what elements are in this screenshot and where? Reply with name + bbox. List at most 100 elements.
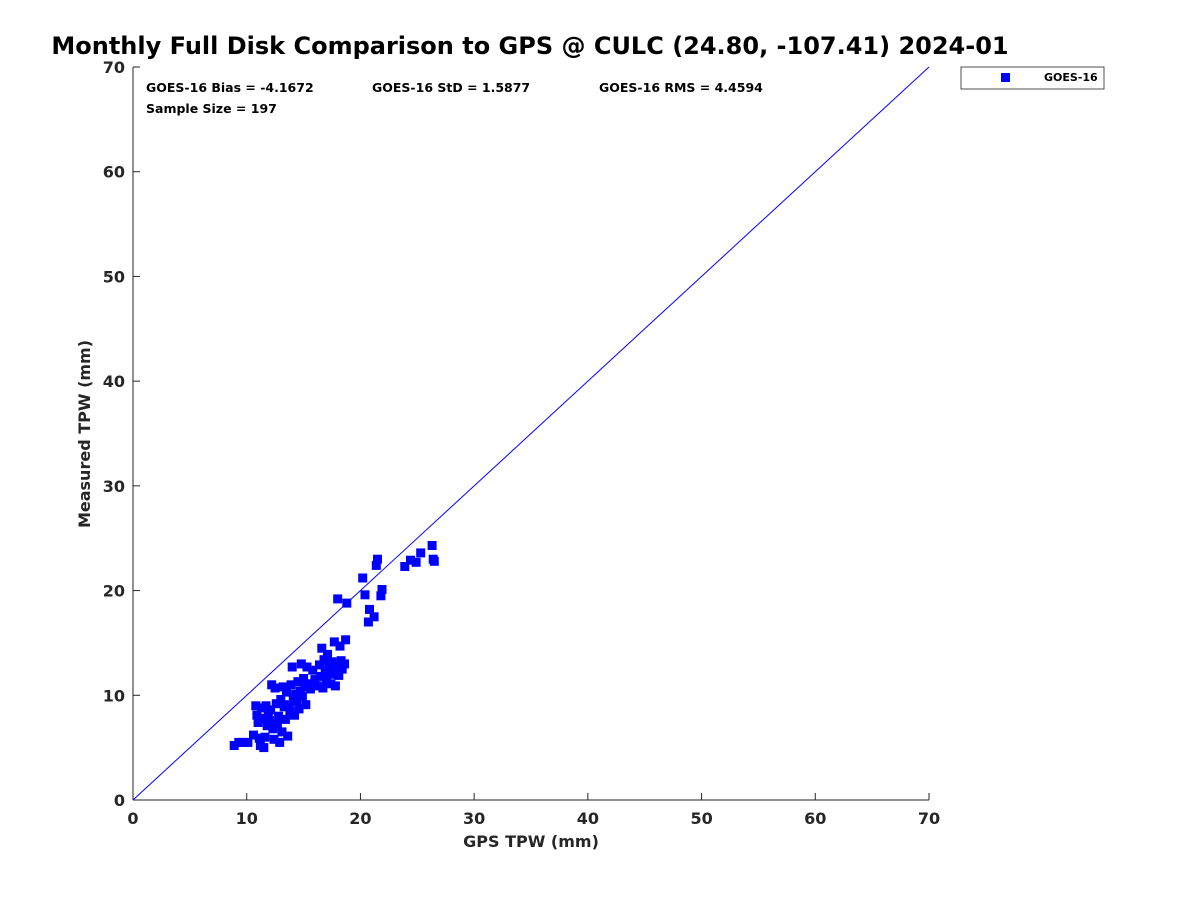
y-tick-label: 60 [103, 163, 125, 182]
data-point [249, 730, 258, 740]
data-point [341, 635, 351, 645]
data-point [332, 661, 341, 671]
data-point [294, 704, 304, 714]
axes [132, 67, 929, 801]
data-point [280, 714, 290, 724]
data-point [275, 737, 285, 747]
x-tick-label: 0 [127, 809, 138, 828]
data-point [317, 643, 327, 653]
data-point [305, 684, 315, 694]
data-point [238, 737, 248, 747]
data-point [290, 710, 299, 720]
y-tick-label: 20 [103, 582, 125, 601]
x-axis-label: GPS TPW (mm) [463, 832, 599, 851]
data-point [377, 585, 387, 594]
data-point [321, 676, 331, 686]
data-point [416, 548, 426, 558]
data-point [229, 741, 239, 750]
data-point [360, 590, 370, 600]
chart-title: Monthly Full Disk Comparison to GPS @ CU… [51, 32, 1008, 60]
data-point [287, 662, 297, 672]
data-point [258, 713, 268, 723]
x-tick-label: 10 [236, 809, 258, 828]
data-point [291, 689, 301, 699]
data-point [323, 649, 332, 659]
y-tick-label: 70 [103, 58, 125, 77]
data-point [342, 598, 352, 608]
x-tick-label: 20 [349, 809, 371, 828]
data-point [283, 731, 293, 741]
data-point [329, 637, 339, 647]
y-tick-label: 50 [103, 267, 125, 286]
data-point [243, 737, 253, 747]
x-tick-label: 60 [804, 809, 826, 828]
data-point [312, 681, 322, 691]
x-tick-label: 40 [577, 809, 599, 828]
data-point [411, 557, 421, 567]
data-point [315, 660, 324, 670]
x-tick-label: 30 [463, 809, 485, 828]
data-point [293, 677, 303, 687]
one-to-one-line [132, 66, 930, 801]
data-point [278, 682, 288, 692]
data-point [254, 733, 264, 743]
legend-marker [1001, 73, 1010, 82]
data-point [406, 555, 415, 565]
std-stat: GOES-16 StD = 1.5877 [372, 80, 530, 95]
data-point [284, 700, 294, 710]
bias-stat: GOES-16 Bias = -4.1672 [146, 80, 314, 95]
legend: GOES-16 [960, 66, 1105, 90]
data-point [302, 662, 312, 672]
data-point [259, 743, 269, 753]
y-tick-label: 0 [114, 791, 125, 810]
y-tick-label: 40 [103, 372, 125, 391]
data-point [297, 691, 307, 701]
data-point [308, 665, 318, 675]
data-point [328, 669, 338, 679]
data-point [303, 679, 313, 689]
data-point [269, 734, 279, 744]
data-point [335, 641, 345, 651]
data-point [301, 700, 311, 710]
data-point [310, 675, 320, 685]
data-point [274, 711, 284, 721]
x-tick-label: 70 [918, 809, 940, 828]
data-point [376, 591, 386, 601]
data-point [333, 594, 343, 604]
rms-stat: GOES-16 RMS = 4.4594 [599, 80, 763, 95]
data-point [285, 706, 295, 716]
data-point [272, 719, 282, 729]
data-point [365, 604, 374, 614]
data-point [400, 562, 410, 571]
data-point [330, 681, 340, 691]
axis-ticks: 0 10 20 30 40 50 60 70 0 10 20 30 40 50 60 70 [103, 58, 940, 828]
data-point [286, 680, 296, 690]
data-point [276, 695, 286, 704]
data-point [299, 674, 309, 683]
data-point [324, 663, 334, 673]
y-tick-label: 10 [103, 686, 125, 705]
data-points [229, 541, 439, 753]
data-point [261, 701, 271, 711]
data-point [316, 671, 326, 681]
data-point [260, 732, 270, 742]
sample-size-stat: Sample Size = 197 [146, 101, 277, 116]
data-point [266, 705, 276, 715]
data-point [277, 727, 287, 737]
data-point [340, 659, 349, 669]
data-point [252, 710, 262, 720]
data-point [371, 560, 381, 570]
data-point [265, 715, 274, 725]
data-point [358, 573, 368, 583]
data-point [262, 721, 272, 731]
data-point [334, 670, 344, 680]
data-point [429, 556, 439, 566]
data-point [318, 683, 328, 693]
data-point [292, 697, 302, 707]
data-point [337, 664, 347, 674]
y-tick-label: 30 [103, 477, 125, 496]
data-point [319, 655, 329, 665]
data-point [373, 554, 382, 564]
data-point [296, 659, 306, 669]
